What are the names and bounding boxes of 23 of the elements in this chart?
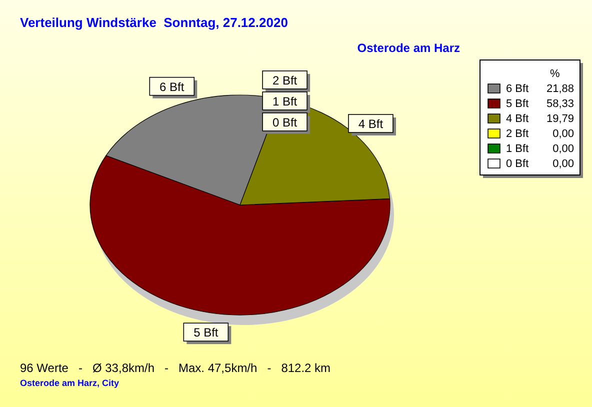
text: Osterode am Harz, City	[20, 378, 120, 388]
legend-title: %	[550, 68, 560, 80]
category-label: 0 Bft	[272, 115, 298, 130]
legend-label: 0 Bft	[506, 158, 529, 170]
legend-label: 4 Bft	[506, 113, 529, 125]
text: 96 Werte - Ø 33,8km/h - Max. 47,5km/h - 812.2 km	[20, 361, 331, 375]
text: 0,00	[552, 143, 574, 155]
chart-subtitle: Osterode am Harz	[357, 41, 460, 55]
category-label: 2 Bft	[272, 73, 298, 88]
slice-label: 5 Bft	[194, 326, 219, 340]
text: 0,00	[552, 158, 574, 170]
legend-label: 6 Bft	[506, 83, 529, 95]
slice-label: 4 Bft	[358, 116, 384, 131]
legend-label: 1 Bft	[506, 143, 529, 155]
data-label: 19,79	[546, 113, 574, 125]
legend-label: 2 Bft	[506, 128, 529, 140]
chart-title: Verteilung Windstärke Sonntag, 27.12.2020	[20, 15, 288, 30]
data-label: 58,33	[546, 98, 574, 110]
category-label: 1 Bft	[272, 94, 298, 108]
data-label: 21,88	[546, 83, 574, 95]
legend-label: 5 Bft	[506, 98, 529, 110]
text: 0,00	[552, 128, 574, 140]
slice-label: 6 Bft	[160, 80, 185, 94]
